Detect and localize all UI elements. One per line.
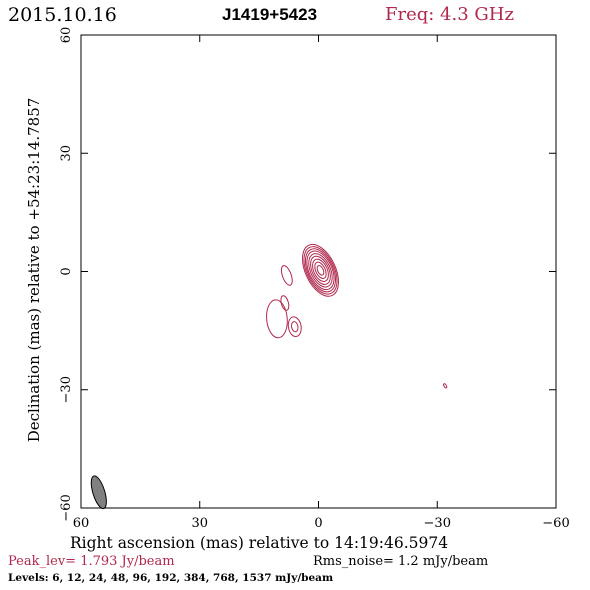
peak-level: Peak_lev= 1.793 Jy/beam xyxy=(8,554,175,569)
contour-levels: Levels: 6, 12, 24, 48, 96, 192, 384, 768… xyxy=(8,572,334,584)
x-tick-label: 0 xyxy=(314,516,322,531)
contour-line xyxy=(312,258,329,282)
x-axis-label: Right ascension (mas) relative to 14:19:… xyxy=(70,534,449,552)
y-axis-label: Declination (mas) relative to +54:23:14.… xyxy=(25,97,43,443)
x-tick-label: 60 xyxy=(73,516,90,531)
contour-line xyxy=(303,246,338,295)
contour-line xyxy=(443,383,448,389)
frequency-label: Freq: 4.3 GHz xyxy=(385,4,514,25)
contour-line xyxy=(266,299,288,339)
contour-line xyxy=(314,261,327,279)
x-tick-label: −30 xyxy=(424,516,451,531)
contour-line xyxy=(306,250,335,291)
contour-line xyxy=(291,321,299,333)
beam-ellipse xyxy=(90,475,107,510)
contour-line xyxy=(287,316,302,337)
x-tick-label: 30 xyxy=(191,516,208,531)
y-tick-label: 60 xyxy=(59,27,74,44)
contour-line xyxy=(304,248,337,293)
contour-line xyxy=(308,253,333,288)
contour-line xyxy=(280,295,290,311)
observation-date: 2015.10.16 xyxy=(8,4,117,26)
contour-line xyxy=(280,265,293,286)
contour-line xyxy=(316,265,325,276)
source-name: J1419+5423 xyxy=(222,5,318,24)
y-tick-label: 0 xyxy=(59,267,74,275)
y-tick-label: 30 xyxy=(59,145,74,162)
y-tick-label: −60 xyxy=(59,494,74,521)
contour-line xyxy=(310,255,331,285)
rms-noise: Rms_noise= 1.2 mJy/beam xyxy=(313,554,489,569)
contour-line xyxy=(302,243,339,297)
y-tick-label: −30 xyxy=(59,376,74,403)
x-tick-label: −60 xyxy=(542,516,569,531)
